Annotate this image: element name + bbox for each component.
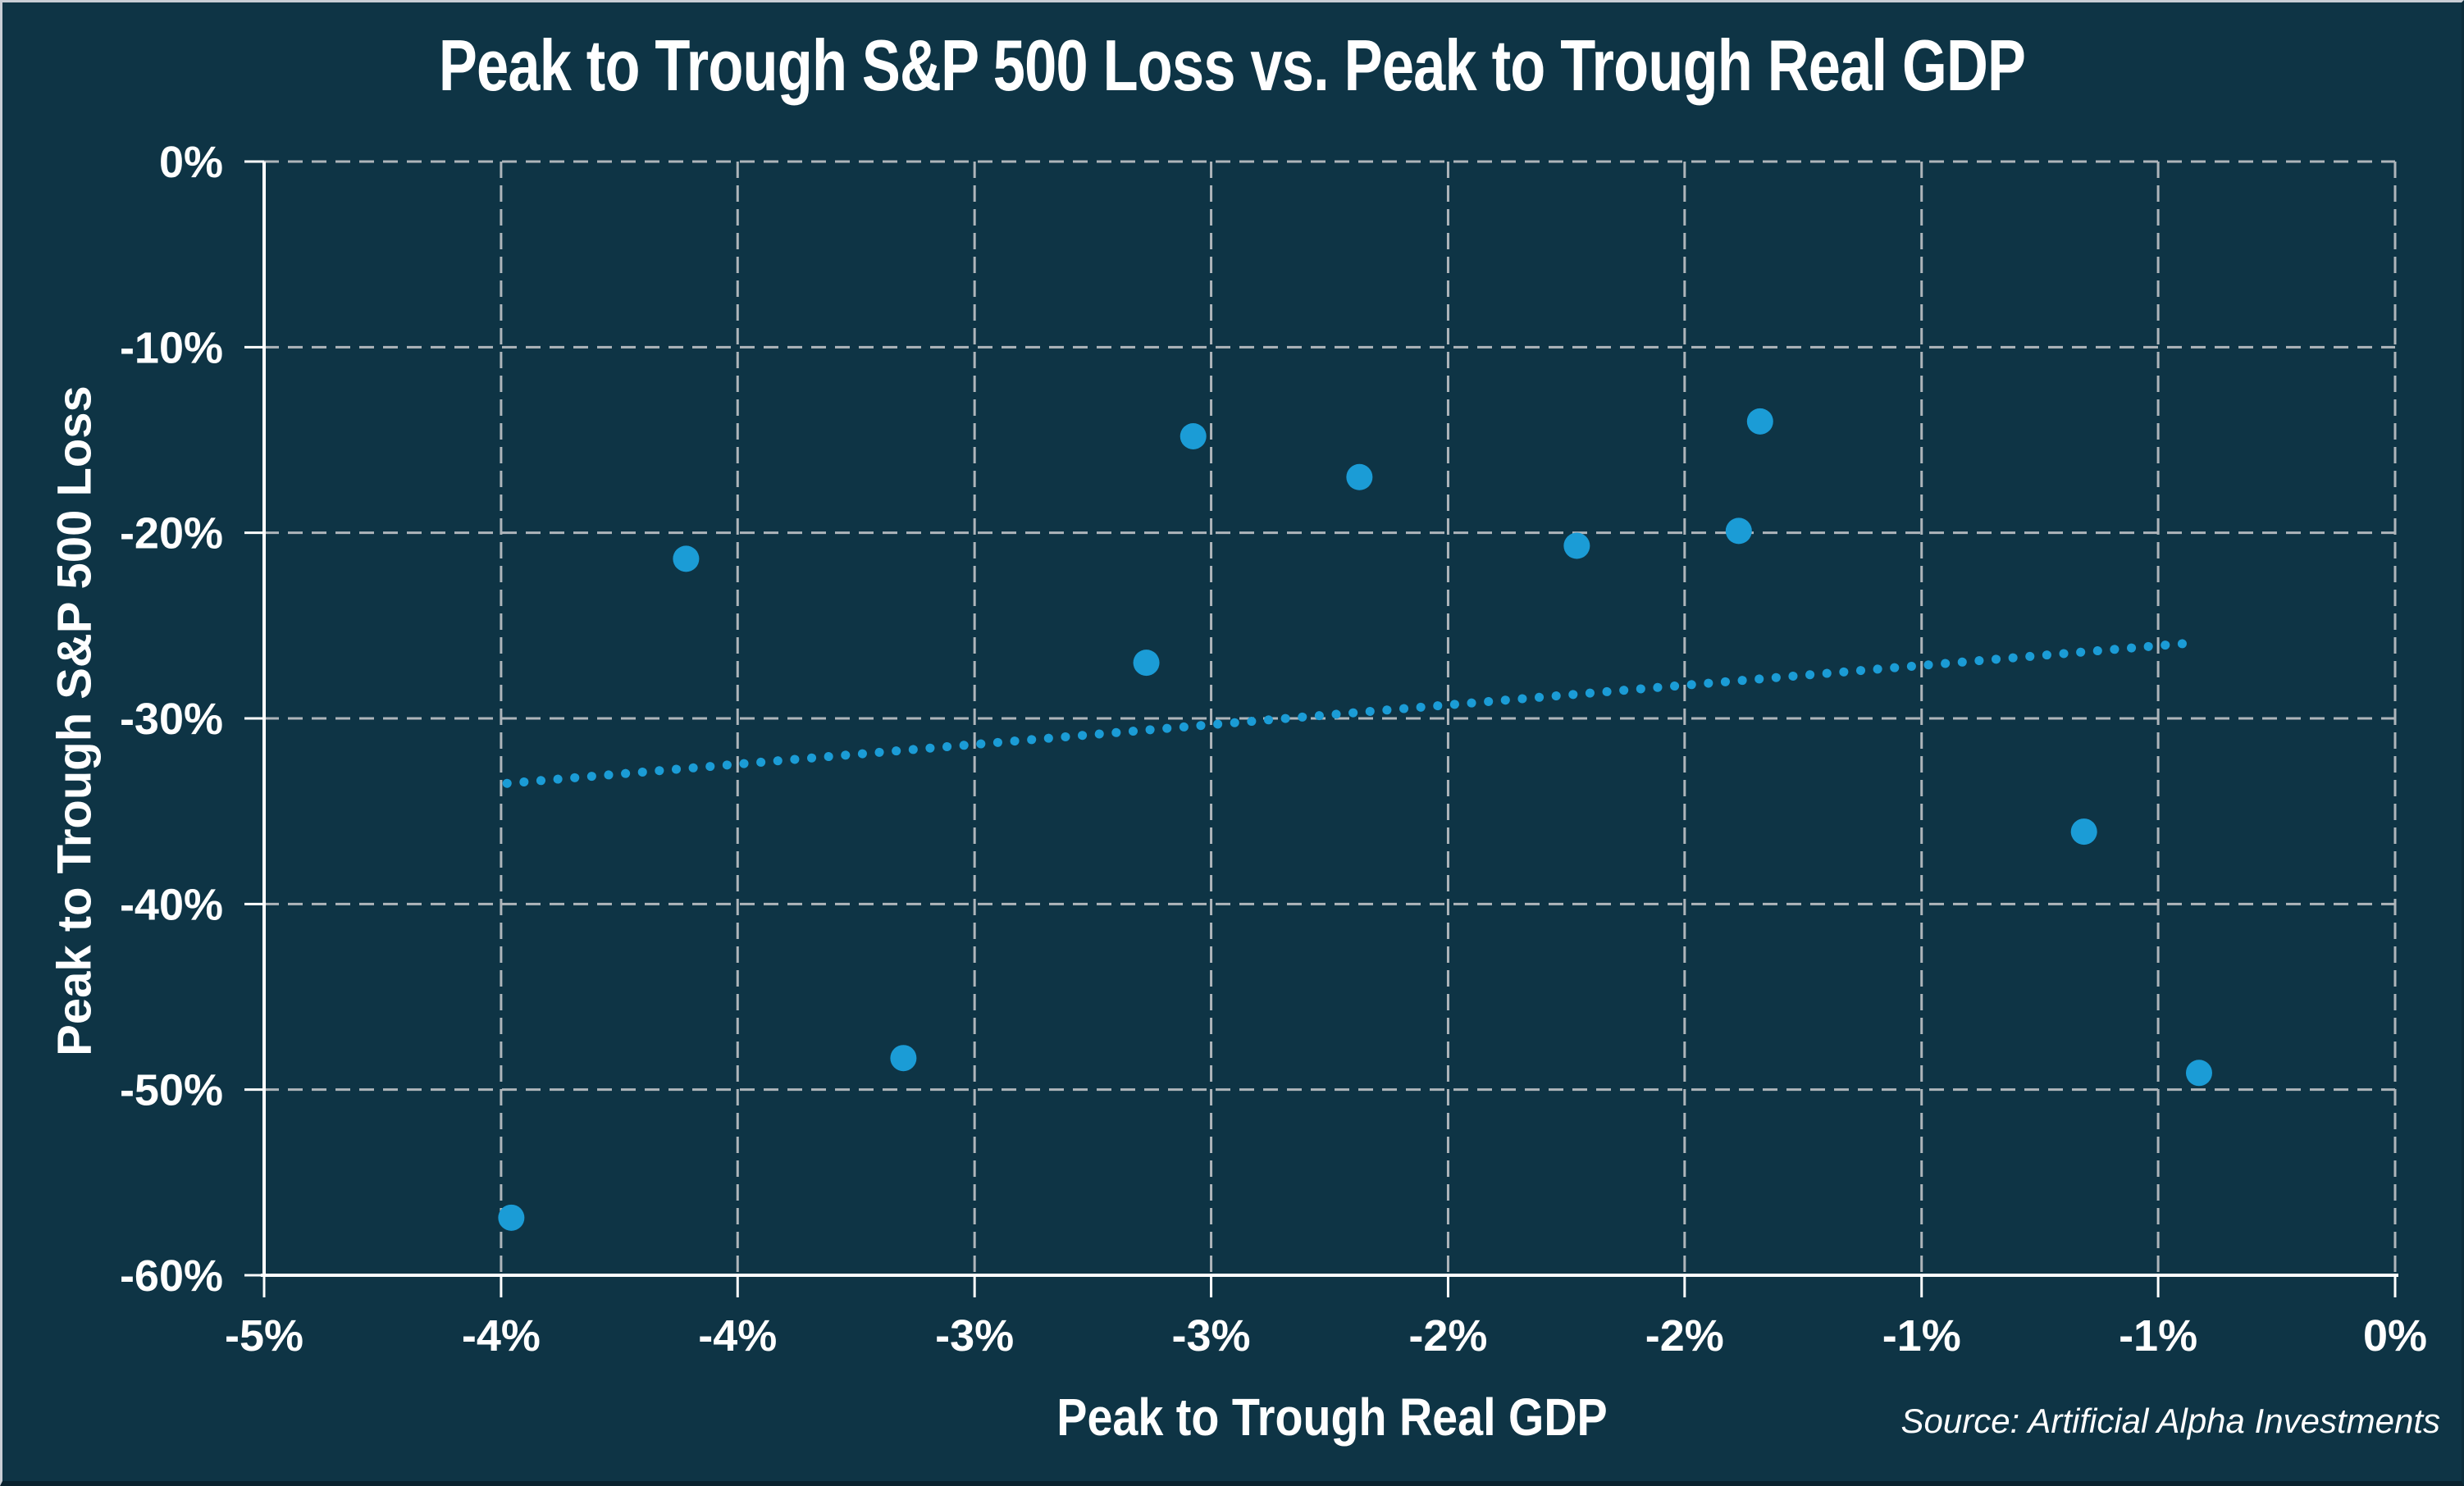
x-tick-label: -4% <box>462 1311 541 1361</box>
source-note: Source: Artificial Alpha Investments <box>1900 1402 2440 1440</box>
x-tick-label: -2% <box>1645 1311 1724 1361</box>
data-point <box>1725 517 1752 545</box>
x-tick-label: -1% <box>1882 1311 1961 1361</box>
y-tick-label: -20% <box>120 509 223 558</box>
x-tick-label: -2% <box>1408 1311 1487 1361</box>
x-tick-label: -5% <box>225 1311 303 1361</box>
y-tick-label: -60% <box>120 1251 223 1301</box>
y-tick-label: 0% <box>159 138 223 187</box>
y-tick-label: -50% <box>120 1066 223 1115</box>
data-point <box>1180 422 1207 449</box>
x-tick-label: -1% <box>2119 1311 2197 1361</box>
x-tick-label: -4% <box>698 1311 777 1361</box>
x-tick-label: -3% <box>935 1311 1014 1361</box>
x-tick-label: 0% <box>2363 1311 2427 1361</box>
y-tick-label: -30% <box>120 695 223 744</box>
data-point <box>1346 463 1373 490</box>
y-tick-label: -10% <box>120 323 223 372</box>
data-point <box>1133 650 1160 677</box>
x-axis-title: Peak to Trough Real GDP <box>1056 1388 1608 1447</box>
chart-title: Peak to Trough S&P 500 Loss vs. Peak to … <box>438 25 2026 106</box>
trend-line <box>502 637 2204 788</box>
data-point <box>1746 408 1773 435</box>
data-point <box>890 1045 917 1072</box>
data-point <box>2185 1060 2212 1087</box>
data-point <box>498 1204 525 1231</box>
x-tick-label: -3% <box>1172 1311 1251 1361</box>
data-point <box>673 545 700 572</box>
y-axis-title: Peak to Trough S&P 500 Loss <box>48 385 102 1056</box>
y-tick-label: -40% <box>120 880 223 929</box>
data-point <box>2070 818 2097 846</box>
data-point <box>1563 532 1590 559</box>
